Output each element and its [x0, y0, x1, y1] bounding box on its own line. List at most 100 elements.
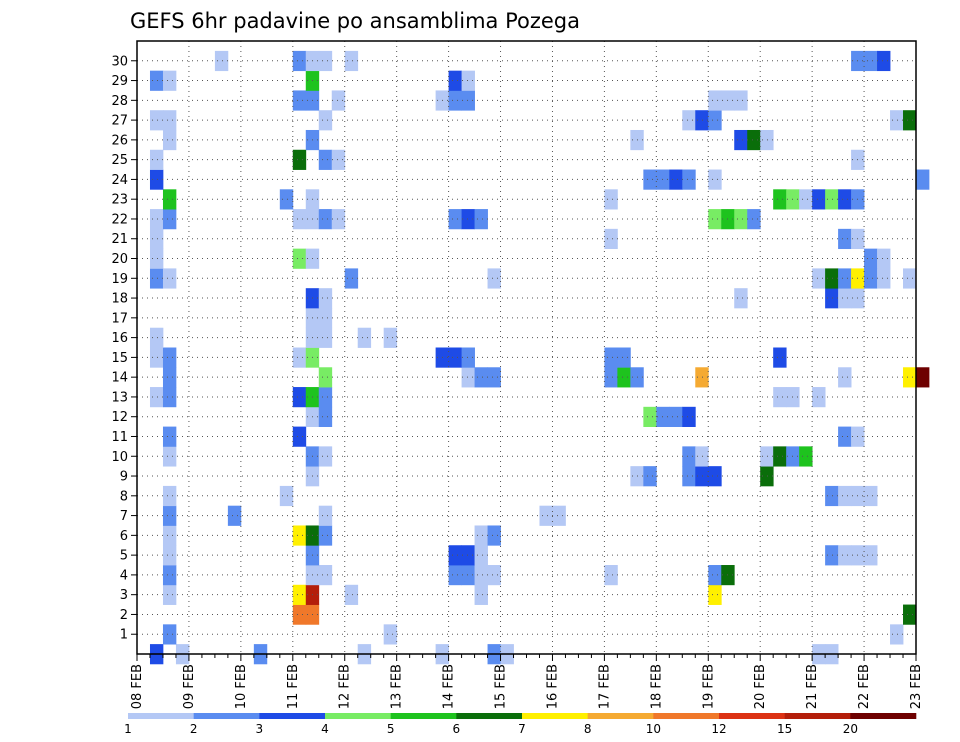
heatmap-cell: [734, 129, 748, 151]
heatmap-cell: [838, 288, 852, 309]
heatmap-cell: [461, 347, 475, 368]
heatmap-cell: [773, 347, 787, 368]
heatmap-cell: [695, 446, 709, 467]
heatmap-cell: [838, 545, 852, 566]
heatmap-cell: [448, 70, 462, 91]
heatmap-cell: [669, 169, 683, 190]
heatmap-cell: [162, 525, 177, 546]
heatmap-cell: [149, 327, 164, 348]
heatmap-cell: [318, 50, 333, 72]
heatmap-cell: [162, 624, 177, 645]
heatmap-cell: [695, 110, 709, 131]
heatmap-cell: [461, 70, 475, 91]
heatmap-cell: [318, 387, 333, 408]
heatmap-cell: [162, 545, 177, 566]
heatmap-cell: [461, 545, 475, 566]
x-tick-label: 16 FEB: [545, 664, 560, 709]
heatmap-cell: [838, 268, 852, 289]
heatmap-cell: [292, 584, 307, 605]
y-tick-label: 16: [111, 331, 128, 346]
heatmap-cell: [838, 189, 852, 210]
x-tick-label: 20 FEB: [753, 664, 768, 709]
heatmap-cell: [604, 565, 618, 586]
heatmap-cell: [877, 268, 891, 289]
heatmap-cell: [344, 50, 359, 72]
heatmap-cell: [708, 466, 722, 487]
y-tick-label: 8: [120, 489, 128, 504]
heatmap-cell: [695, 367, 709, 388]
heatmap-cell: [461, 90, 475, 111]
heatmap-cell: [656, 169, 670, 190]
heatmap-cell: [773, 387, 787, 408]
y-tick-label: 17: [111, 311, 128, 326]
heatmap-cell: [292, 387, 307, 408]
colorbar-label: 4: [321, 722, 329, 736]
heatmap-cell: [448, 90, 462, 111]
chart-title: GEFS 6hr padavine po ansamblima Pozega: [130, 9, 580, 33]
heatmap-cell: [838, 485, 852, 507]
grid-lines: [137, 41, 916, 654]
heatmap-cell: [539, 505, 553, 526]
heatmap-cell: [331, 90, 346, 111]
heatmap-cell: [448, 347, 462, 368]
heatmap-cell: [292, 347, 307, 368]
heatmap-cell: [838, 228, 852, 250]
heatmap-cell: [708, 110, 722, 131]
y-axis-ticks: 1234567891011121314151617181920212223242…: [111, 54, 137, 643]
heatmap-cell: [903, 110, 917, 131]
heatmap-cell: [760, 446, 774, 467]
colorbar-segment: [784, 713, 851, 719]
heatmap-cell: [162, 426, 177, 447]
heatmap-cell: [162, 209, 177, 230]
colorbar-segment: [587, 713, 654, 719]
heatmap-cell: [604, 367, 618, 388]
y-tick-label: 5: [120, 549, 128, 564]
heatmap-cell: [318, 149, 333, 170]
heatmap-cell: [162, 129, 177, 151]
heatmap-cell: [149, 268, 164, 289]
heatmap-cell: [318, 110, 333, 131]
colorbar-label: 1: [124, 722, 132, 736]
heatmap-cell: [487, 525, 501, 546]
heatmap-cell: [318, 525, 333, 546]
x-tick-label: 08 FEB: [130, 664, 145, 709]
heatmap-cell: [734, 90, 748, 111]
heatmap-cell: [162, 565, 177, 586]
heatmap-cell: [708, 90, 722, 111]
heatmap-cell: [461, 209, 475, 230]
heatmap-cell: [448, 545, 462, 566]
x-tick-label: 18 FEB: [649, 664, 664, 709]
y-tick-label: 20: [111, 252, 128, 267]
heatmap-cell: [162, 189, 177, 210]
heatmap-cell: [149, 387, 164, 408]
heatmap-cell: [292, 604, 307, 625]
colorbar-label: 7: [518, 722, 526, 736]
x-tick-label: 12 FEB: [338, 664, 353, 709]
heatmap-cell: [747, 209, 761, 230]
heatmap-cell: [162, 347, 177, 368]
heatmap-cell: [162, 584, 177, 605]
heatmap-cell: [682, 110, 696, 131]
heatmap-cell: [292, 525, 307, 546]
heatmap-cell: [292, 248, 307, 269]
heatmap-cell: [812, 189, 826, 210]
colorbar-segment: [719, 713, 785, 719]
heatmap-cell: [487, 367, 501, 388]
heatmap-cell: [162, 268, 177, 289]
heatmap-cell: [318, 209, 333, 230]
heatmap-cell: [292, 90, 307, 111]
heatmap-cell: [825, 268, 839, 289]
heatmap-cell: [344, 268, 359, 289]
heatmap-cell: [864, 50, 878, 72]
heatmap-cell: [474, 209, 488, 230]
y-tick-label: 14: [111, 371, 128, 386]
x-tick-label: 15 FEB: [494, 664, 509, 709]
colorbar-segment: [128, 713, 194, 719]
y-tick-label: 18: [111, 292, 128, 307]
colorbar-label: 20: [843, 722, 858, 736]
colorbar-segment: [193, 713, 260, 719]
colorbar-label: 6: [453, 722, 461, 736]
y-tick-label: 10: [111, 450, 128, 465]
heatmap-cell: [604, 347, 618, 368]
colorbar-label: 3: [256, 722, 264, 736]
